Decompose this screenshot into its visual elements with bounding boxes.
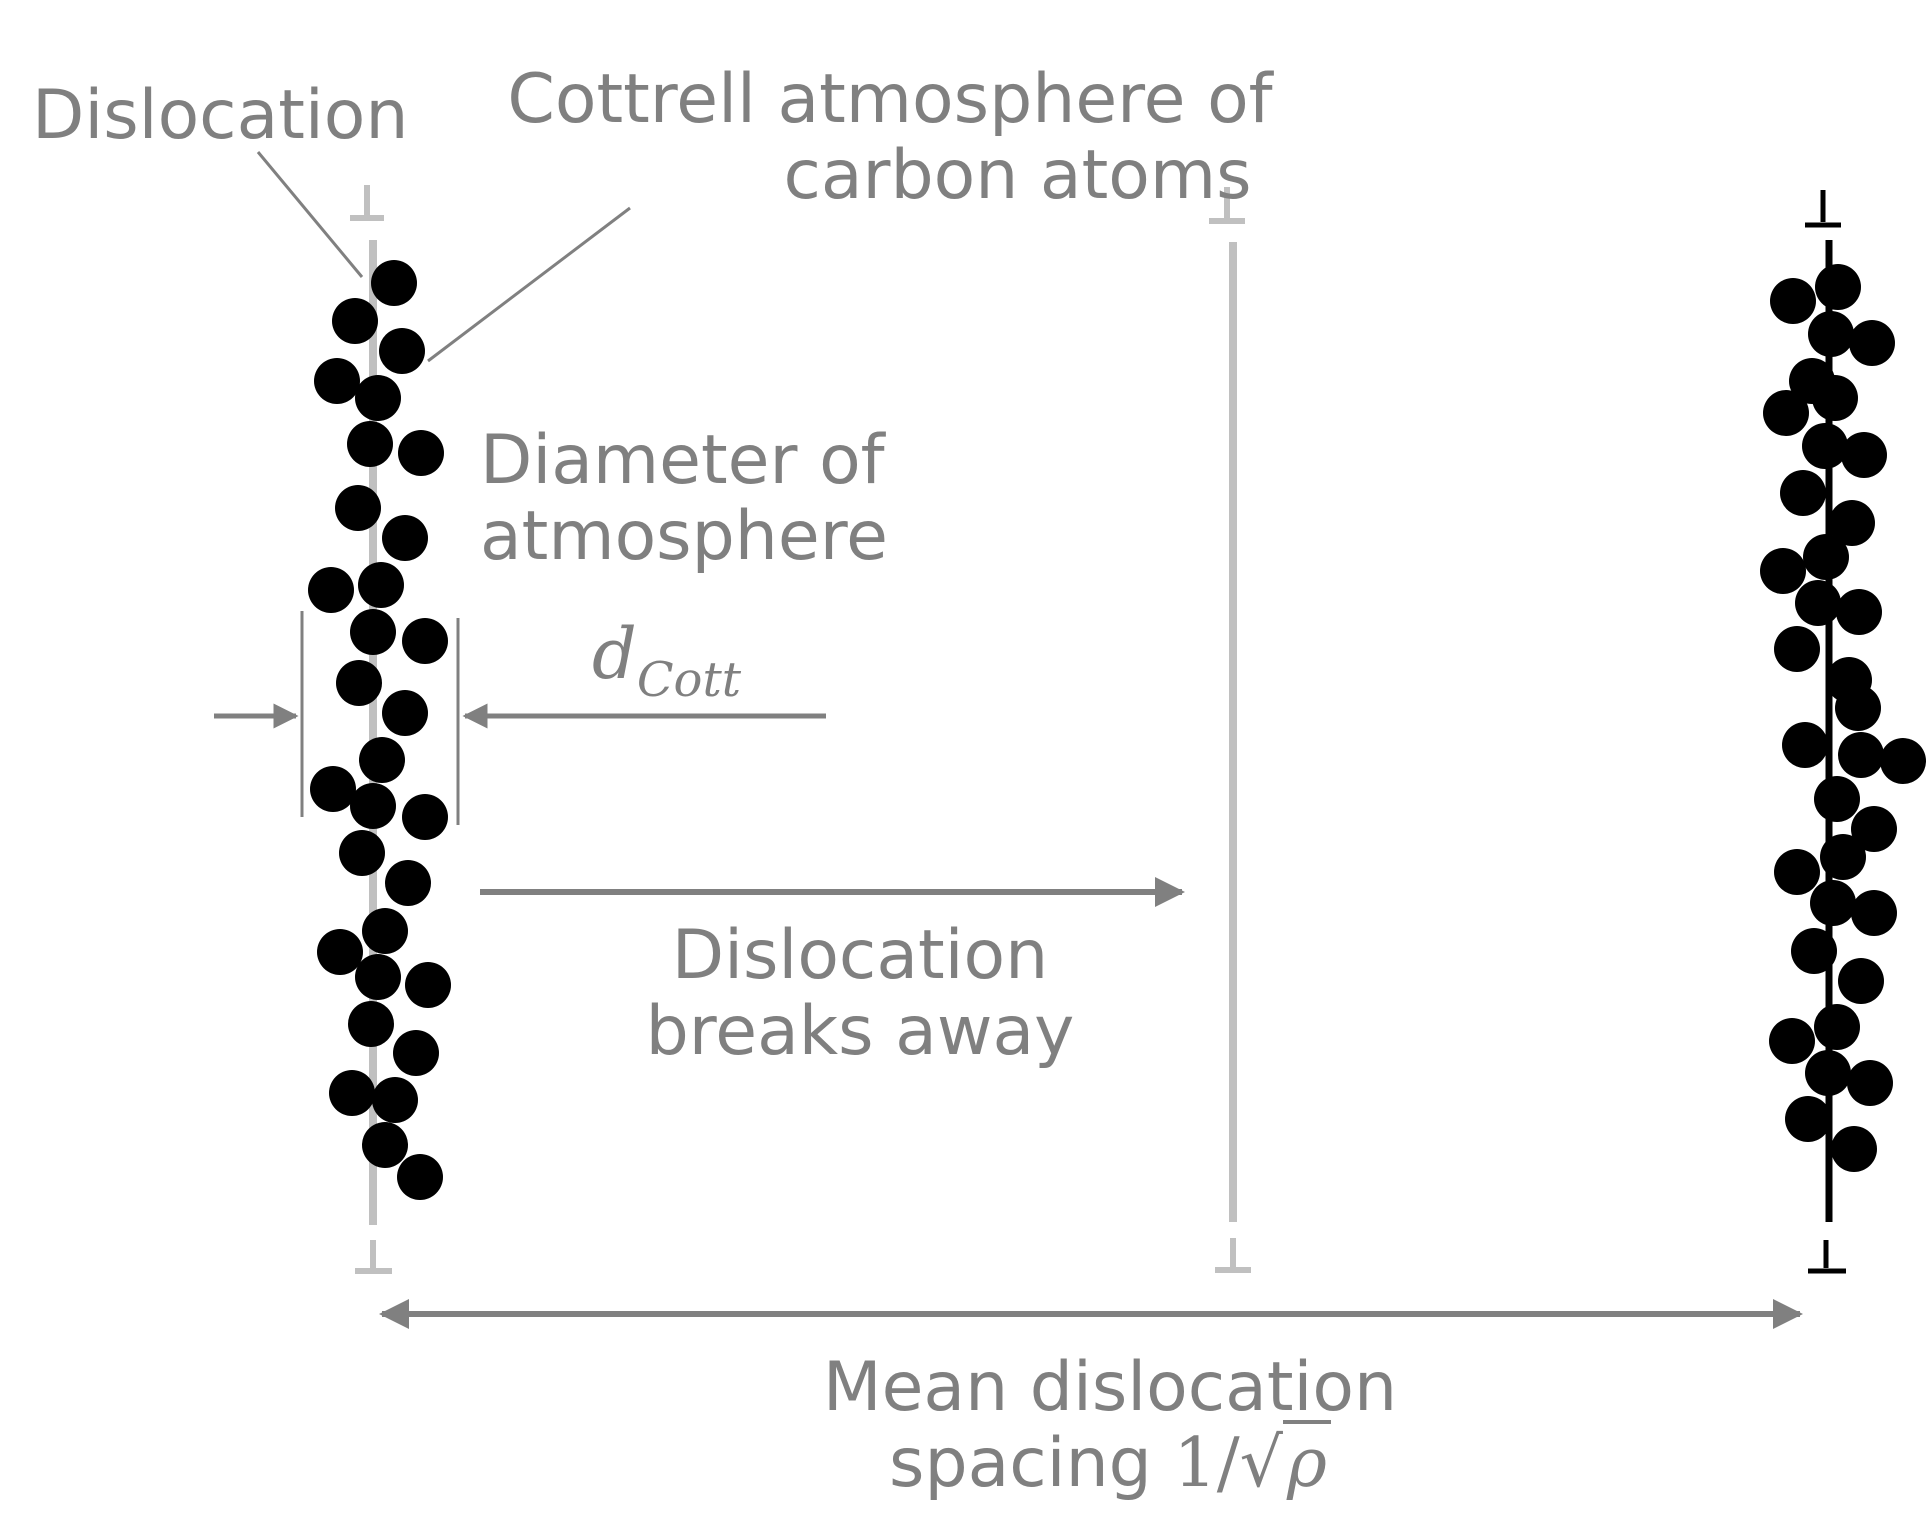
carbon-atom [1774, 849, 1820, 895]
carbon-atom [1831, 1126, 1877, 1172]
carbon-atom [1841, 432, 1887, 478]
carbon-atom [1851, 806, 1897, 852]
cottrell-label-line1: Cottrell atmosphere of [507, 60, 1273, 139]
carbon-atom [335, 485, 381, 531]
carbon-atom [371, 260, 417, 306]
carbon-atom [385, 860, 431, 906]
carbon-atom [1760, 548, 1806, 594]
breakaway-label: Dislocation breaks away [600, 916, 1120, 1072]
carbon-atom [1785, 1096, 1831, 1142]
carbon-atom [1851, 890, 1897, 936]
carbon-atom [1795, 580, 1841, 626]
d-subscript: Cott [636, 652, 742, 708]
pinned-bottom-dislocation-symbol [355, 1240, 392, 1274]
carbon-atom [1802, 423, 1848, 469]
spacing-label-word: spacing [889, 1424, 1174, 1504]
d-cott-symbol: dCott [592, 613, 741, 707]
carbon-atom [1812, 375, 1858, 421]
spacing-label-line1: Mean dislocation [822, 1348, 1398, 1427]
cottrell-atmosphere-label: Cottrell atmosphere of carbon atoms [505, 60, 1275, 216]
pinned-top-dislocation-symbol [350, 185, 384, 221]
carbon-atom [1763, 390, 1809, 436]
carbon-atom [1829, 500, 1875, 546]
carbon-atom [405, 962, 451, 1008]
carbon-atom [1810, 880, 1856, 926]
carbon-atom [1805, 1050, 1851, 1096]
cottrell-label-line2: carbon atoms [783, 136, 1252, 216]
diameter-label: Diameter of atmosphere [480, 421, 888, 577]
carbon-atom [402, 794, 448, 840]
carbon-atom [1838, 958, 1884, 1004]
carbon-atom [329, 1070, 375, 1116]
d-symbol: d [592, 613, 637, 695]
carbon-atom [1814, 1004, 1860, 1050]
carbon-atom [1769, 1018, 1815, 1064]
carbon-atom [1782, 722, 1828, 768]
carbon-atom [382, 515, 428, 561]
carbon-atom [1814, 776, 1860, 822]
carbon-atom [402, 618, 448, 664]
dislocation-label-text: Dislocation [32, 76, 409, 155]
neighbour-top-dislocation-symbol [1805, 190, 1841, 228]
carbon-atom [339, 830, 385, 876]
carbon-atom [350, 783, 396, 829]
carbon-atom [1791, 928, 1837, 974]
spacing-numerator: 1/ [1173, 1424, 1240, 1504]
carbon-atom [1838, 732, 1884, 778]
carbon-atom [358, 562, 404, 608]
carbon-atom [1770, 278, 1816, 324]
breakaway-label-line1: Dislocation [671, 916, 1049, 995]
carbon-atom [393, 1030, 439, 1076]
carbon-atom [310, 766, 356, 812]
spacing-label-line2: spacing 1/√ρ [760, 1420, 1460, 1504]
carbon-atom [348, 1001, 394, 1047]
diameter-label-line1: Diameter of [480, 421, 885, 500]
spacing-label: Mean dislocation spacing 1/√ρ [760, 1348, 1460, 1504]
carbon-atom [355, 375, 401, 421]
carbon-atom [1847, 1060, 1893, 1106]
left-carbon-atoms [308, 260, 451, 1200]
carbon-atom [397, 1154, 443, 1200]
carbon-atom [359, 737, 405, 783]
carbon-atom [362, 908, 408, 954]
free-bottom-dislocation-symbol [1215, 1238, 1251, 1273]
cottrell-leader-line [427, 206, 631, 363]
rho-symbol: ρ [1282, 1420, 1331, 1504]
carbon-atom [336, 660, 382, 706]
carbon-atom [1836, 589, 1882, 635]
carbon-atom [1849, 320, 1895, 366]
carbon-atom [372, 1077, 418, 1123]
sqrt-expression: √ρ [1239, 1420, 1331, 1504]
right-carbon-atoms [1760, 264, 1926, 1172]
sqrt-sign: √ [1239, 1424, 1283, 1504]
carbon-atom [317, 929, 363, 975]
free-top-dislocation-symbol [1209, 187, 1245, 224]
carbon-atom [1774, 626, 1820, 672]
diameter-label-line2: atmosphere [480, 497, 888, 577]
neighbour-bottom-dislocation-symbol [1808, 1240, 1846, 1274]
carbon-atom [1880, 738, 1926, 784]
carbon-atom [350, 609, 396, 655]
carbon-atom [314, 358, 360, 404]
breakaway-label-line2: breaks away [645, 992, 1075, 1072]
carbon-atom [382, 690, 428, 736]
dislocation-label: Dislocation [32, 76, 409, 155]
dislocation-leader-line [256, 151, 364, 278]
carbon-atom [332, 298, 378, 344]
carbon-atom [1835, 685, 1881, 731]
carbon-atom [362, 1122, 408, 1168]
carbon-atom [1803, 534, 1849, 580]
carbon-atom [379, 328, 425, 374]
carbon-atom [1780, 470, 1826, 516]
carbon-atom [355, 954, 401, 1000]
carbon-atom [308, 567, 354, 613]
carbon-atom [398, 430, 444, 476]
carbon-atom [1815, 264, 1861, 310]
carbon-atom [1808, 311, 1854, 357]
carbon-atom [1820, 834, 1866, 880]
carbon-atom [347, 421, 393, 467]
